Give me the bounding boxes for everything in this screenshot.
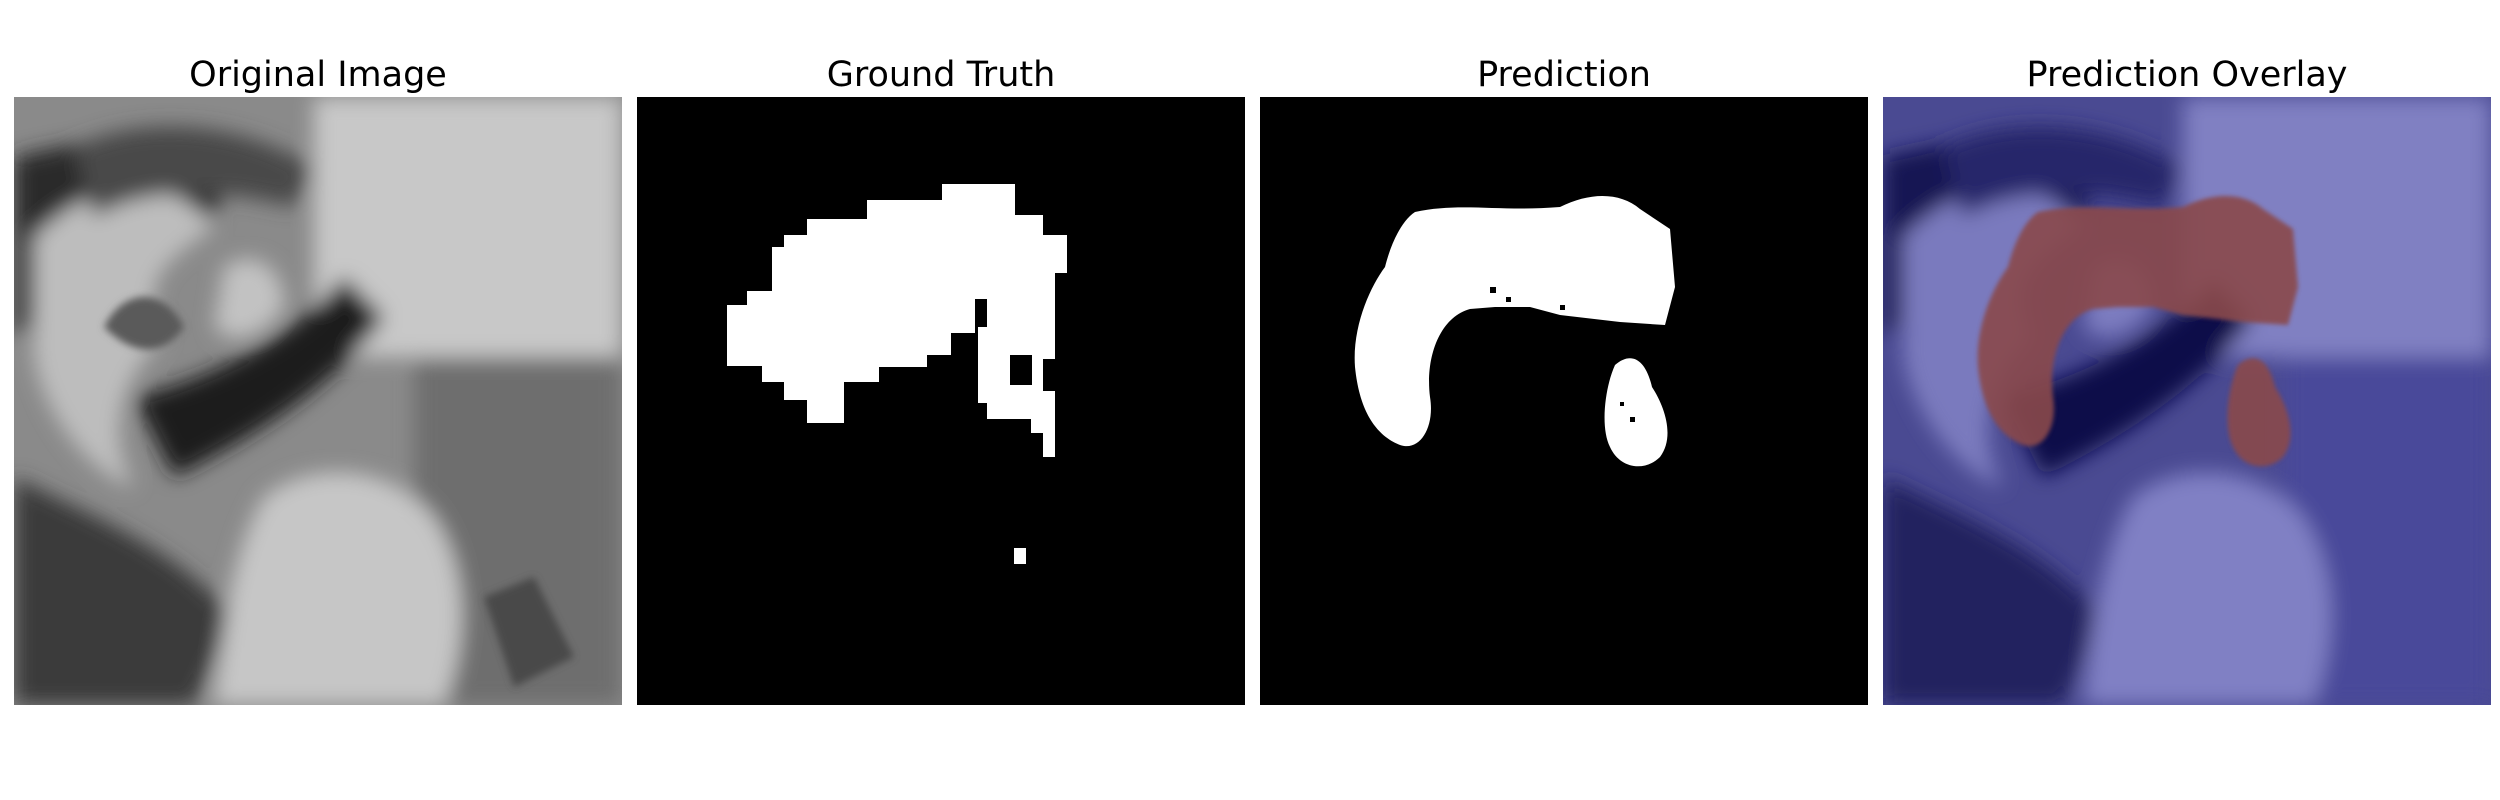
panel-title-prediction: Prediction: [1477, 55, 1651, 95]
ground-truth-mask: [637, 97, 1245, 705]
panel-original-image: Original Image: [14, 0, 622, 800]
panel-prediction-overlay: Prediction Overlay: [1883, 0, 2491, 800]
panel-ground-truth: Ground Truth: [637, 0, 1245, 800]
panel-title-ground-truth: Ground Truth: [826, 55, 1056, 95]
panel-title-original-image: Original Image: [189, 55, 447, 95]
original-image: [14, 97, 622, 705]
panel-title-prediction-overlay: Prediction Overlay: [2026, 55, 2348, 95]
panel-prediction: Prediction: [1260, 0, 1868, 800]
prediction-mask: [1260, 97, 1868, 705]
prediction-overlay-image: [1883, 97, 2491, 705]
